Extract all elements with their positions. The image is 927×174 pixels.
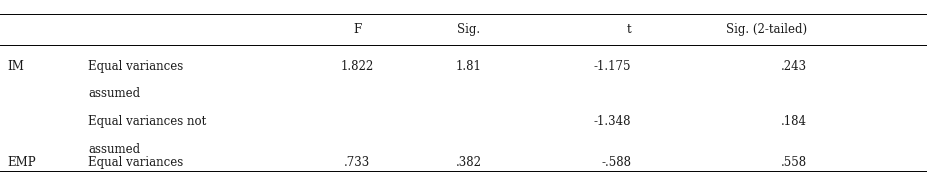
Text: -.588: -.588: [601, 156, 630, 169]
Text: t: t: [626, 23, 630, 36]
Text: assumed: assumed: [88, 88, 140, 100]
Text: IM: IM: [7, 60, 24, 73]
Text: F: F: [353, 23, 361, 36]
Text: 1.81: 1.81: [455, 60, 481, 73]
Text: Sig. (2-tailed): Sig. (2-tailed): [726, 23, 806, 36]
Text: Equal variances: Equal variances: [88, 156, 184, 169]
Text: -1.348: -1.348: [593, 115, 630, 128]
Text: .558: .558: [781, 156, 806, 169]
Text: 1.822: 1.822: [340, 60, 374, 73]
Text: -1.175: -1.175: [593, 60, 630, 73]
Text: assumed: assumed: [88, 143, 140, 156]
Text: .733: .733: [344, 156, 370, 169]
Text: .243: .243: [781, 60, 806, 73]
Text: Equal variances not: Equal variances not: [88, 115, 206, 128]
Text: Equal variances: Equal variances: [88, 60, 184, 73]
Text: EMP: EMP: [7, 156, 36, 169]
Text: .382: .382: [455, 156, 481, 169]
Text: .184: .184: [781, 115, 806, 128]
Text: Sig.: Sig.: [457, 23, 479, 36]
